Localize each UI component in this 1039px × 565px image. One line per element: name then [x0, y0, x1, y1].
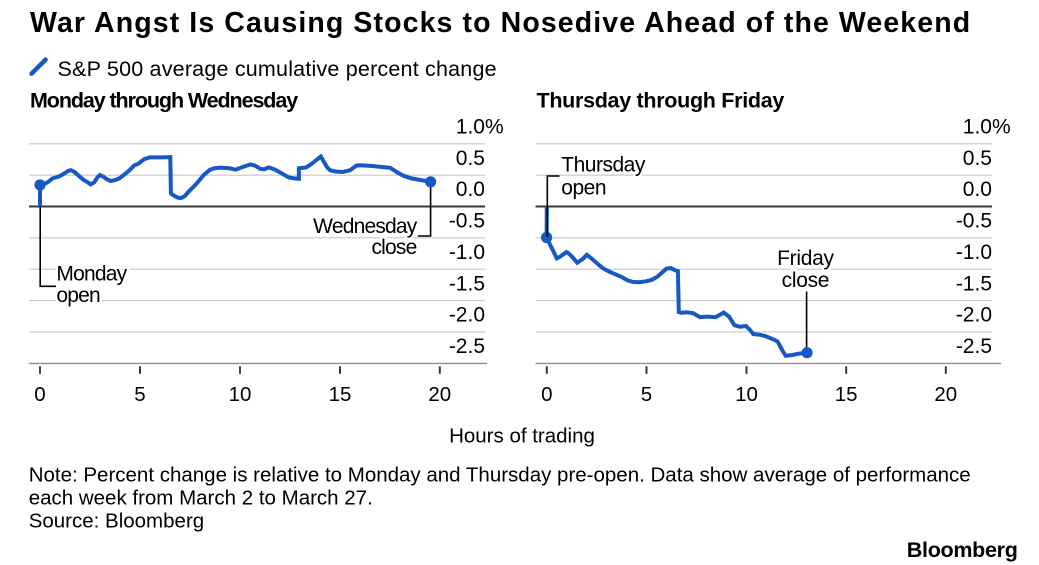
svg-text:%: %	[485, 116, 504, 139]
svg-text:0.5: 0.5	[456, 147, 485, 170]
svg-text:-1.0: -1.0	[449, 241, 485, 264]
svg-text:0.5: 0.5	[963, 147, 992, 170]
svg-text:%: %	[992, 116, 1011, 139]
svg-text:-1.0: -1.0	[956, 241, 992, 264]
svg-text:Friday: Friday	[777, 247, 834, 270]
svg-text:Hours of trading: Hours of trading	[449, 425, 595, 448]
svg-text:-1.5: -1.5	[956, 272, 992, 295]
svg-text:S&P 500 average cumulative per: S&P 500 average cumulative percent chang…	[58, 57, 497, 81]
svg-text:open: open	[561, 176, 606, 199]
svg-text:0.0: 0.0	[456, 178, 485, 201]
svg-text:10: 10	[735, 383, 758, 406]
svg-text:each week from March 2 to Marc: each week from March 2 to March 27.	[29, 487, 373, 510]
svg-text:-1.5: -1.5	[449, 272, 485, 295]
svg-text:20: 20	[934, 383, 957, 406]
svg-text:Source: Bloomberg: Source: Bloomberg	[29, 510, 204, 533]
svg-text:-2.5: -2.5	[449, 335, 485, 358]
svg-text:Wednesday: Wednesday	[313, 215, 418, 238]
svg-text:5: 5	[134, 383, 145, 406]
svg-text:-2.5: -2.5	[956, 335, 992, 358]
svg-text:5: 5	[641, 383, 652, 406]
svg-text:0.0: 0.0	[963, 178, 992, 201]
svg-text:15: 15	[835, 383, 858, 406]
svg-text:War Angst Is Causing Stocks to: War Angst Is Causing Stocks to Nosedive …	[30, 7, 971, 39]
svg-text:Bloomberg: Bloomberg	[907, 538, 1018, 562]
svg-text:close: close	[371, 236, 416, 259]
svg-text:0: 0	[34, 383, 45, 406]
svg-text:20: 20	[428, 383, 451, 406]
svg-text:Monday: Monday	[56, 263, 127, 286]
svg-text:1.0: 1.0	[456, 116, 485, 139]
svg-text:10: 10	[229, 383, 252, 406]
svg-text:-2.0: -2.0	[956, 304, 992, 327]
svg-text:Monday through Wednesday: Monday through Wednesday	[30, 89, 298, 113]
svg-text:Thursday: Thursday	[561, 154, 646, 177]
svg-text:-0.5: -0.5	[449, 210, 485, 233]
svg-text:1.0: 1.0	[963, 116, 992, 139]
svg-text:Thursday through Friday: Thursday through Friday	[537, 89, 785, 113]
svg-text:-0.5: -0.5	[956, 210, 992, 233]
svg-text:close: close	[782, 269, 830, 292]
svg-text:open: open	[56, 284, 100, 307]
svg-text:15: 15	[329, 383, 352, 406]
svg-text:0: 0	[541, 383, 552, 406]
svg-text:-2.0: -2.0	[449, 304, 485, 327]
svg-text:Note: Percent change is relati: Note: Percent change is relative to Mond…	[29, 463, 971, 486]
